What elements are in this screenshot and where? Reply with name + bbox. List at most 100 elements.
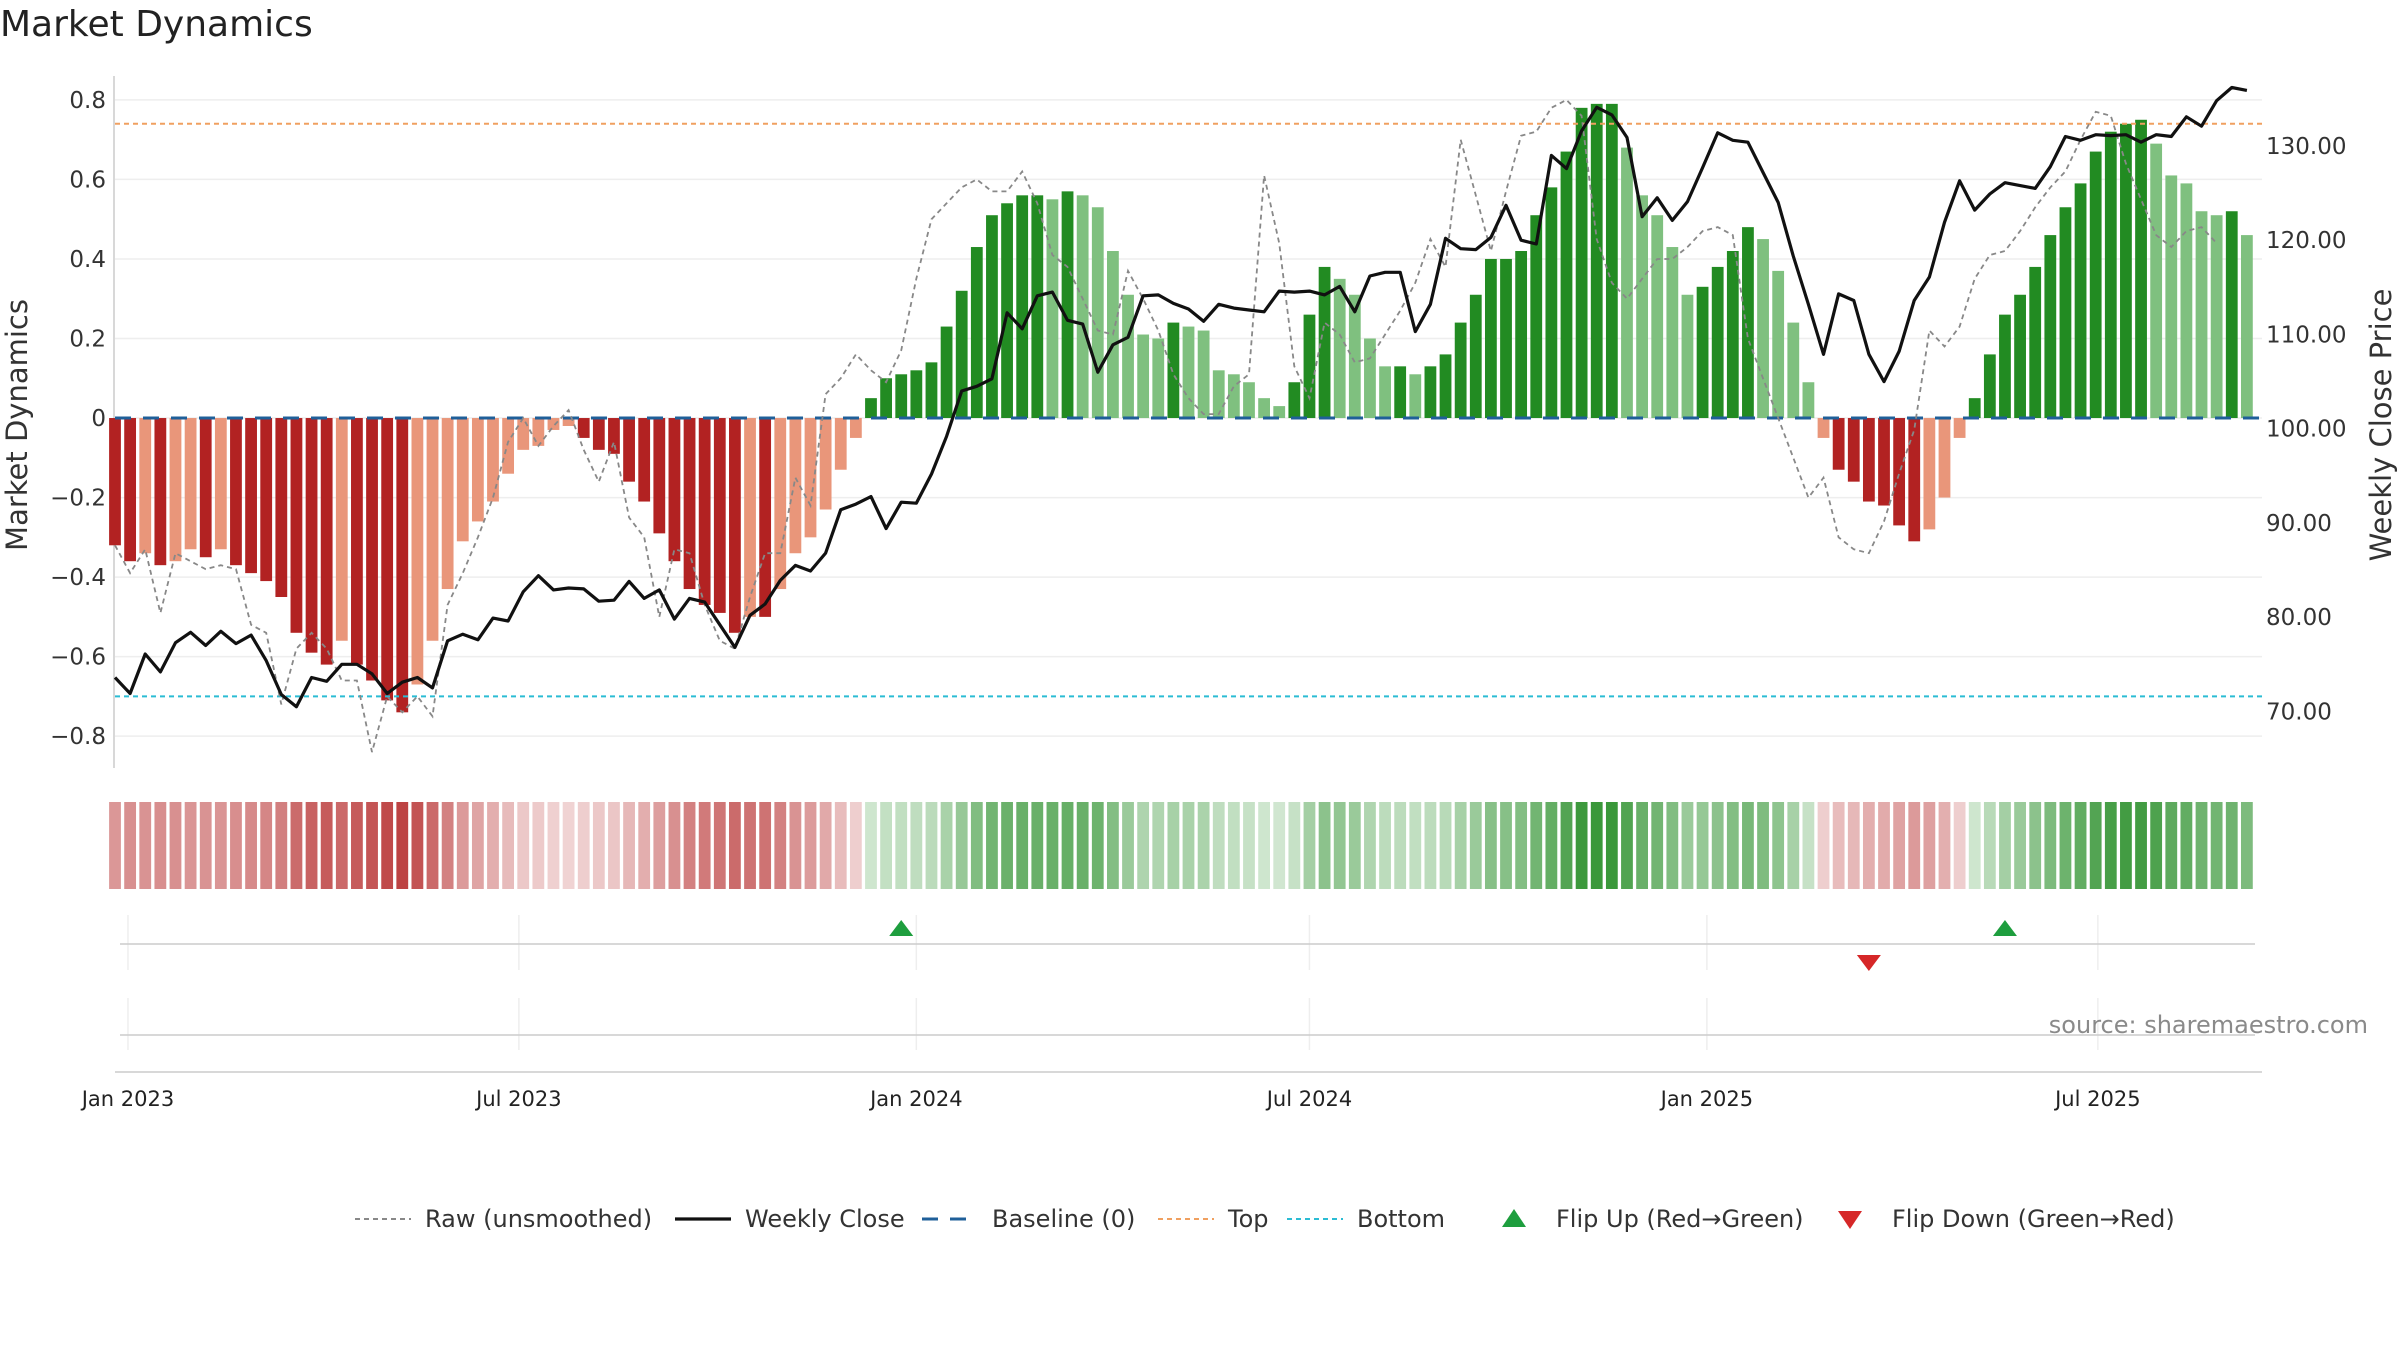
dynamics-bar: [1273, 406, 1286, 419]
dynamics-bar: [426, 418, 439, 641]
strip-cell: [1333, 802, 1346, 889]
y-left-tick-label: 0: [91, 406, 106, 432]
strip-cell: [2089, 802, 2102, 889]
dynamics-bar: [1197, 330, 1210, 419]
dynamics-bar: [1258, 398, 1270, 419]
strip-cell: [1091, 802, 1104, 889]
strip-cell: [532, 802, 545, 889]
strip-cell: [1152, 802, 1165, 889]
dynamics-bar: [411, 418, 424, 685]
strip-cell: [1227, 802, 1240, 889]
strip-cell: [1454, 802, 1467, 889]
y-right-tick-label: 80.00: [2266, 605, 2332, 631]
legend-label: Raw (unsmoothed): [425, 1205, 652, 1233]
dynamics-bar: [184, 418, 197, 550]
dynamics-bar: [547, 418, 560, 430]
dynamics-bar: [1545, 187, 1558, 419]
dynamics-bar: [1500, 258, 1512, 419]
strip-cell: [1469, 802, 1482, 889]
strip-cell: [2195, 802, 2208, 889]
strip-cell: [1424, 802, 1437, 889]
strip-cell: [260, 802, 273, 889]
legend-label: Weekly Close: [745, 1205, 905, 1233]
strip-cell: [668, 802, 681, 889]
strip-cell: [381, 802, 394, 889]
dynamics-bar: [1303, 314, 1316, 419]
strip-cell: [804, 802, 817, 889]
strip-cell: [335, 802, 348, 889]
strip-cell: [1379, 802, 1391, 889]
strip-cell: [1878, 802, 1890, 889]
y-right-tick-label: 130.00: [2266, 134, 2346, 160]
strip-cell: [1742, 802, 1754, 889]
dynamics-bar: [834, 418, 847, 470]
legend-item-flip_up: Flip Up (Red→Green): [1502, 1205, 1804, 1233]
strip-cell: [1061, 802, 1074, 889]
dynamics-bar: [487, 418, 499, 502]
x-tick-label: Jan 2023: [80, 1087, 175, 1111]
x-tick-label: Jul 2023: [474, 1087, 561, 1111]
legend-swatch: [1838, 1211, 1862, 1229]
strip-cell: [1545, 802, 1558, 889]
legend-item-raw: Raw (unsmoothed): [355, 1205, 652, 1233]
dynamics-bar: [139, 418, 152, 554]
strip-cell: [2104, 802, 2117, 889]
dynamics-bar: [2135, 119, 2147, 419]
strip-cell: [124, 802, 137, 889]
strip-cell: [955, 802, 968, 889]
dynamics-bar: [1908, 418, 1921, 542]
strip-cell: [230, 802, 242, 889]
y-axis-right-title: Weekly Close Price: [2364, 289, 2398, 562]
strip-cell: [1001, 802, 1013, 889]
dynamics-bar: [1061, 191, 1074, 419]
dynamics-bar: [1227, 374, 1240, 419]
strip-cell: [577, 802, 590, 889]
strip-cell: [1212, 802, 1225, 889]
strip-cell: [1439, 802, 1452, 889]
dynamics-bar: [1636, 195, 1648, 419]
dynamics-bar: [260, 418, 273, 582]
strip-cell: [547, 802, 560, 889]
strip-cell: [2059, 802, 2072, 889]
dynamics-bar: [1182, 326, 1195, 419]
dynamics-bar: [1968, 398, 1981, 419]
strip-cell: [774, 802, 787, 889]
dynamics-bar: [1409, 374, 1422, 419]
strip-cell: [1605, 802, 1618, 889]
dynamics-bar: [744, 418, 756, 617]
dynamics-bar: [1862, 418, 1875, 502]
legend-item-close: Weekly Close: [675, 1205, 905, 1233]
strip-cell: [986, 802, 998, 889]
strip-cell: [865, 802, 877, 889]
strip-cell: [1787, 802, 1800, 889]
strip-cell: [1031, 802, 1044, 889]
strip-cell: [819, 802, 832, 889]
y-left-tick-label: −0.2: [50, 486, 106, 512]
y-left-tick-label: 0.6: [69, 167, 106, 193]
dynamics-bar: [320, 418, 333, 665]
strip-cell: [1590, 802, 1603, 889]
dynamics-bar: [1711, 266, 1724, 419]
dynamics-bar: [1696, 286, 1709, 419]
dynamics-bar: [849, 418, 862, 438]
strip-cell: [471, 802, 484, 889]
strip-cell: [2150, 802, 2163, 889]
dynamics-bar: [1560, 151, 1573, 419]
legend-label: Baseline (0): [992, 1205, 1135, 1233]
dynamics-bar: [970, 247, 983, 419]
strip-cell: [925, 802, 938, 889]
strip-cell: [1772, 802, 1785, 889]
strip-cell: [1953, 802, 1966, 889]
legend-item-bottom: Bottom: [1287, 1205, 1445, 1233]
strip-cell: [683, 802, 696, 889]
strip-cell: [1711, 802, 1724, 889]
strip-cell: [396, 802, 409, 889]
dynamics-bar: [683, 418, 696, 590]
dynamics-bar: [2059, 207, 2072, 419]
dynamics-bar: [532, 418, 545, 446]
strip-cell: [426, 802, 439, 889]
strip-cell: [1409, 802, 1422, 889]
dynamics-bar: [1832, 418, 1845, 470]
y-left-tick-label: 0.4: [69, 247, 106, 273]
strip-cell: [1394, 802, 1407, 889]
